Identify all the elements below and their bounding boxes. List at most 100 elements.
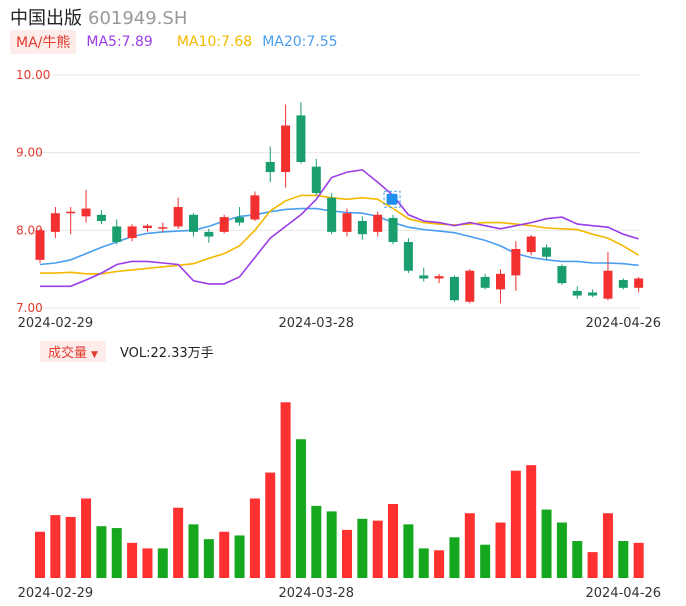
volume-bar <box>388 504 399 578</box>
volume-bar <box>265 472 276 578</box>
volume-bar <box>541 509 552 578</box>
candle-body <box>526 236 536 253</box>
candle-body <box>603 270 613 299</box>
candle-body <box>572 290 582 296</box>
volume-bar <box>203 539 214 578</box>
candle-body <box>235 217 245 223</box>
candle-body <box>127 226 137 239</box>
candle-body <box>219 217 229 232</box>
y-tick-label: 10.00 <box>16 68 50 82</box>
ma20-line <box>39 207 639 267</box>
ma5-label: MA5:7.89 <box>86 34 153 50</box>
candle-body <box>204 231 214 237</box>
volume-value: VOL:22.33万手 <box>119 345 214 361</box>
candle-body <box>511 248 521 276</box>
volume-bar <box>157 548 168 578</box>
candle-body <box>50 213 60 232</box>
volume-bar <box>111 528 122 578</box>
candle-body <box>542 247 552 257</box>
candle-body <box>66 211 76 214</box>
candle-body <box>557 266 567 284</box>
candle-body <box>112 226 122 242</box>
candle-body <box>618 280 628 288</box>
event-marker-icon <box>386 193 398 205</box>
volume-bar <box>326 511 337 578</box>
volume-bar <box>418 548 429 578</box>
event-marker-frame <box>383 190 401 208</box>
volume-bar <box>572 541 583 578</box>
candle-body <box>496 273 505 290</box>
volume-bar <box>556 522 567 578</box>
candle-body <box>189 214 198 232</box>
candle-body <box>35 230 45 260</box>
ma5-line <box>40 168 639 288</box>
ma10-line <box>40 194 640 275</box>
candle-body <box>449 276 459 301</box>
volume-bar <box>127 542 138 578</box>
candle-body <box>403 241 413 271</box>
volume-bar <box>510 470 521 578</box>
x-tick-label: 2024-04-26 <box>586 316 662 331</box>
volume-tag-label: 成交量 <box>48 345 88 361</box>
volume-bar <box>449 537 460 578</box>
candle-body <box>327 197 337 232</box>
stock-name: 中国出版 <box>10 8 82 29</box>
candle-body <box>419 275 429 279</box>
candle-body <box>296 115 306 162</box>
volume-bar <box>280 402 291 578</box>
candle-body <box>250 195 260 220</box>
volume-bar <box>81 498 92 578</box>
x-tick-label: 2024-03-28 <box>279 586 355 601</box>
volume-bar <box>142 548 153 578</box>
volume-bar <box>295 439 306 578</box>
candle-body <box>588 292 598 296</box>
volume-bar <box>526 465 537 578</box>
volume-bar <box>495 522 506 578</box>
volume-bar <box>434 550 445 578</box>
x-tick-label: 2024-02-29 <box>18 316 94 331</box>
y-tick-label: 9.00 <box>16 146 43 160</box>
volume-bar <box>188 524 199 578</box>
volume-bar <box>357 518 368 578</box>
candle-body <box>357 221 367 235</box>
candle-body <box>434 276 444 279</box>
ma-indicator-tag[interactable]: MA/牛熊 <box>10 30 77 54</box>
y-tick-label: 7.00 <box>16 301 43 315</box>
volume-bar <box>65 516 76 578</box>
volume-bar <box>602 513 613 578</box>
x-tick-label: 2024-02-29 <box>18 586 94 601</box>
candle-body <box>465 270 475 302</box>
dropdown-caret-icon: ▼ <box>91 349 98 360</box>
volume-bar <box>234 535 245 578</box>
volume-bar <box>342 529 352 578</box>
volume-bar <box>480 544 491 578</box>
stock-code: 601949.SH <box>88 8 188 29</box>
volume-bar <box>35 531 45 578</box>
ma-legend: MA/牛熊 MA5:7.89 MA10:7.68 MA20:7.55 <box>10 30 338 54</box>
volume-bar <box>618 541 629 578</box>
candle-body <box>173 207 183 227</box>
volume-bar <box>633 542 644 578</box>
candle-body <box>342 213 352 232</box>
volume-bar <box>50 515 61 578</box>
candle-body <box>96 214 106 222</box>
candle-body <box>158 227 168 229</box>
candle-body <box>265 161 275 173</box>
volume-legend: 成交量 ▼ VOL:22.33万手 <box>40 340 214 362</box>
volume-bar <box>587 552 598 578</box>
candle-body <box>634 278 644 288</box>
candle-body <box>373 214 383 232</box>
volume-bar <box>372 520 383 578</box>
candle-body <box>388 217 398 242</box>
volume-bar <box>173 507 184 578</box>
volume-bar <box>311 505 322 578</box>
ma10-label: MA10:7.68 <box>176 34 253 50</box>
volume-bar <box>464 513 475 578</box>
candle-body <box>142 225 152 229</box>
ma20-label: MA20:7.55 <box>262 34 338 50</box>
x-tick-label: 2024-04-26 <box>586 586 662 601</box>
volume-bar <box>249 498 260 578</box>
candle-body <box>81 208 91 217</box>
volume-bar <box>96 526 107 578</box>
volume-indicator-tag[interactable]: 成交量 ▼ <box>40 340 106 362</box>
